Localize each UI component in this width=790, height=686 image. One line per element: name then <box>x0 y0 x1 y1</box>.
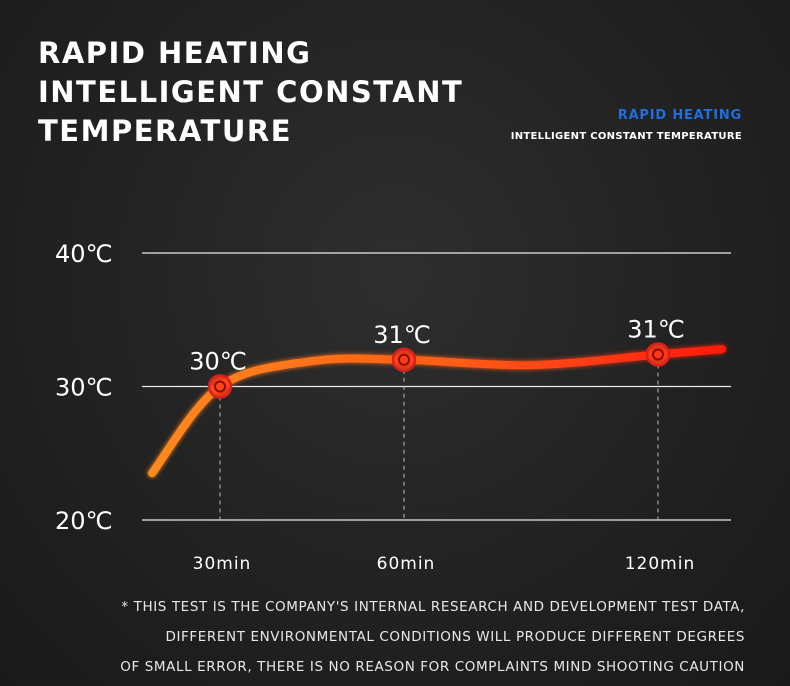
y-tick-label: 30℃ <box>55 374 113 402</box>
grid-layer <box>142 252 731 521</box>
side-title: RAPID HEATING INTELLIGENT CONSTANT TEMPE… <box>511 108 742 142</box>
x-tick-label: 120min <box>625 554 696 574</box>
footnote-line: OF SMALL ERROR, THERE IS NO REASON FOR C… <box>120 659 745 675</box>
side-title-subtitle: INTELLIGENT CONSTANT TEMPERATURE <box>510 131 742 142</box>
data-point-label: 31℃ <box>373 321 431 349</box>
data-point-label: 30℃ <box>189 348 247 376</box>
y-tick-label: 20℃ <box>55 507 113 535</box>
data-point-marker <box>207 374 233 399</box>
main-title-line: TEMPERATURE <box>38 114 293 148</box>
data-point-marker <box>391 347 417 373</box>
footnote-line: DIFFERENT ENVIRONMENTAL CONDITIONS WILL … <box>165 629 745 645</box>
guide-layer <box>219 364 659 520</box>
label-layer: 40℃ 30℃ 20℃ 30min 60min 120min 30℃ 31℃ 31℃ <box>55 240 696 574</box>
data-point-label: 31℃ <box>627 315 685 343</box>
footnote-line: * THIS TEST IS THE COMPANY'S INTERNAL RE… <box>121 599 745 615</box>
data-point-marker-inner <box>214 380 226 393</box>
side-title-accent: RAPID HEATING <box>617 108 742 123</box>
data-point-marker-inner <box>652 348 664 361</box>
main-title-line: RAPID HEATING <box>38 36 312 70</box>
x-tick-label: 60min <box>377 554 436 574</box>
x-tick-label: 30min <box>193 554 252 574</box>
data-point-marker-inner <box>398 353 410 366</box>
marker-layer <box>207 342 671 399</box>
data-point-marker <box>645 342 671 367</box>
main-title: RAPID HEATING INTELLIGENT CONSTANT TEMPE… <box>38 34 463 151</box>
disclaimer-footnote: * THIS TEST IS THE COMPANY'S INTERNAL RE… <box>120 592 745 682</box>
main-title-line: INTELLIGENT CONSTANT <box>38 75 464 109</box>
y-tick-label: 40℃ <box>55 240 113 268</box>
